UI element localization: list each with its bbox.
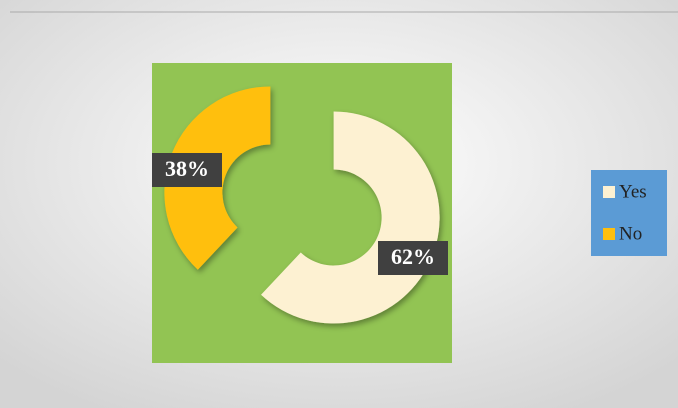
legend-swatch <box>603 186 615 198</box>
data-label-box <box>378 241 448 275</box>
data-label: 38% <box>165 156 209 181</box>
legend-box <box>591 170 667 256</box>
legend: Yes No <box>591 170 667 256</box>
legend-label: Yes <box>619 181 647 202</box>
legend-swatch <box>603 228 615 240</box>
data-label: 62% <box>391 244 435 269</box>
legend-label: No <box>619 223 642 244</box>
data-label-box <box>152 153 222 187</box>
